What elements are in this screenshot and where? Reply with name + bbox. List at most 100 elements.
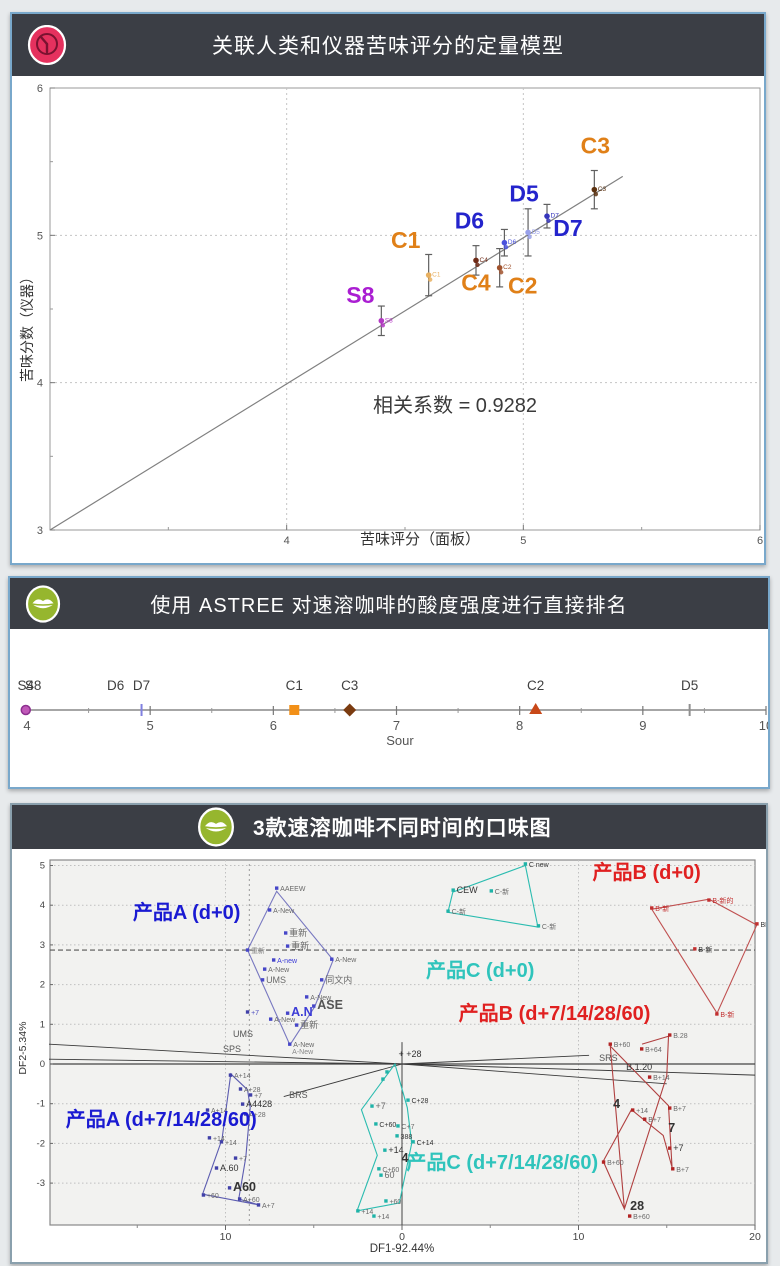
cluster-point-label: ASE: [317, 998, 343, 1012]
data-point: [427, 277, 433, 282]
data-point-label: D7: [553, 215, 582, 241]
cluster-point: [406, 1098, 410, 1102]
data-point-label: D6: [455, 208, 484, 234]
x-tick-label: 8: [516, 718, 523, 733]
cluster-point-label: 4: [613, 1097, 620, 1111]
cluster-point-label: SRS: [599, 1053, 618, 1063]
cluster-point-label: B+7: [676, 1167, 689, 1174]
cluster-point: [608, 1042, 612, 1046]
y-tick-label: -2: [37, 1138, 45, 1149]
data-point-label: C2: [508, 273, 537, 299]
cluster-point-label: A-New: [310, 995, 332, 1002]
data-point: [525, 229, 531, 236]
x-tick-label: 4: [23, 718, 30, 733]
cluster-point: [647, 1075, 652, 1079]
sample-label: C3: [341, 678, 358, 693]
cluster-point-label: 重新: [251, 946, 265, 955]
cluster-point-label: C+60: [382, 1167, 399, 1174]
cluster-point: [384, 1199, 388, 1203]
cluster-point-label: 重新: [291, 940, 309, 951]
x-tick-label: 10: [573, 1231, 585, 1243]
data-point: [380, 323, 386, 328]
data-point: [378, 317, 385, 324]
y-tick-label: 1: [40, 1019, 45, 1030]
sample-marker: [20, 704, 32, 716]
cluster-point: [260, 978, 265, 982]
data-point-code: D7: [551, 213, 560, 220]
cluster-point: [245, 1010, 250, 1014]
cluster-point: [411, 1140, 415, 1144]
cluster-point-label: +14: [225, 1140, 237, 1147]
cluster-point: [671, 1167, 675, 1171]
cluster-point-label: +7: [251, 1010, 259, 1017]
cluster-point-label: B+7: [648, 1117, 661, 1124]
x-tick-label: 6: [270, 718, 277, 733]
fit-line: [49, 175, 624, 531]
cluster-point: [601, 1160, 606, 1164]
sample-marker: [529, 703, 543, 714]
cluster-point: [233, 1156, 238, 1160]
x-axis-label: 苦味评分（面板）: [360, 530, 480, 548]
cluster-point-label: A-New: [292, 1049, 314, 1056]
cluster-point-label: +7: [254, 1093, 262, 1100]
cluster-point-label: B+60: [614, 1042, 631, 1049]
cluster-point: [668, 1106, 672, 1110]
data-point-label: C3: [581, 133, 610, 159]
cluster-point-label: B-新: [698, 945, 712, 954]
loading-ray: [48, 1058, 403, 1065]
data-point: [546, 218, 551, 223]
cluster-point-label: A-New: [335, 957, 357, 964]
cluster-point-label: A60: [233, 1180, 256, 1194]
loading-ray: [48, 1043, 403, 1065]
sample-label: D5: [681, 678, 698, 693]
data-point-code: D5: [532, 229, 541, 236]
panel-sour-header: 使用 ASTREE 对速溶咖啡的酸度强度进行直接排名: [10, 578, 768, 629]
sample-label: C1: [286, 678, 303, 693]
cluster-point-label: +14: [377, 1214, 389, 1221]
cluster-point: [383, 1148, 387, 1152]
data-point: [498, 270, 504, 275]
cluster-point: [372, 1214, 376, 1218]
cluster-point: [294, 1023, 299, 1027]
y-tick-label: 6: [37, 83, 43, 95]
x-tick-label: 7: [393, 718, 400, 733]
cluster-point-label: CEW: [457, 885, 479, 895]
cluster-point-label: C-新: [542, 922, 556, 931]
cluster-point-label: A+28: [244, 1087, 261, 1094]
cluster-point: [262, 967, 267, 971]
cluster-point: [627, 1214, 632, 1218]
data-point: [501, 239, 508, 246]
cluster-point: [238, 1087, 243, 1091]
y-tick-label: 4: [37, 378, 43, 390]
x-tick-label: 6: [757, 535, 763, 547]
cluster-point-label: B-新的: [712, 896, 733, 905]
sample-label: S4: [18, 678, 35, 693]
cluster-point-label: B+64: [645, 1047, 662, 1054]
cluster-point: [374, 1122, 378, 1126]
cluster-point-label: A4428: [246, 1099, 272, 1109]
cluster-point-label: BNEV: [760, 922, 766, 929]
data-point-code: D6: [508, 239, 517, 246]
cluster-point-label: C+7: [401, 1124, 414, 1131]
cluster-point-label: A.60: [220, 1163, 239, 1173]
cluster-point-label: +14: [388, 1145, 403, 1155]
x-tick-label: 20: [749, 1231, 761, 1243]
data-point: [591, 186, 598, 193]
data-point: [473, 257, 479, 264]
cluster-polygon: [356, 1062, 413, 1212]
data-point-code: C1: [432, 272, 441, 279]
sample-label: C2: [527, 678, 544, 693]
cluster-point: [207, 1136, 212, 1140]
cluster-point-label: B-新: [720, 1010, 734, 1019]
cluster-point-label: B+60: [633, 1214, 650, 1221]
cluster-point-label: UMS: [233, 1029, 253, 1039]
data-point: [503, 245, 509, 250]
cluster-point-label: A-New: [274, 1017, 296, 1024]
cluster-point: [395, 1134, 399, 1138]
cluster-point: [330, 957, 334, 961]
cluster-point: [381, 1077, 385, 1081]
cluster-point: [451, 888, 455, 892]
cluster-title: 产品C (d+0): [426, 958, 534, 982]
cluster-point: [267, 908, 272, 912]
axis-title: Sour: [386, 733, 414, 748]
